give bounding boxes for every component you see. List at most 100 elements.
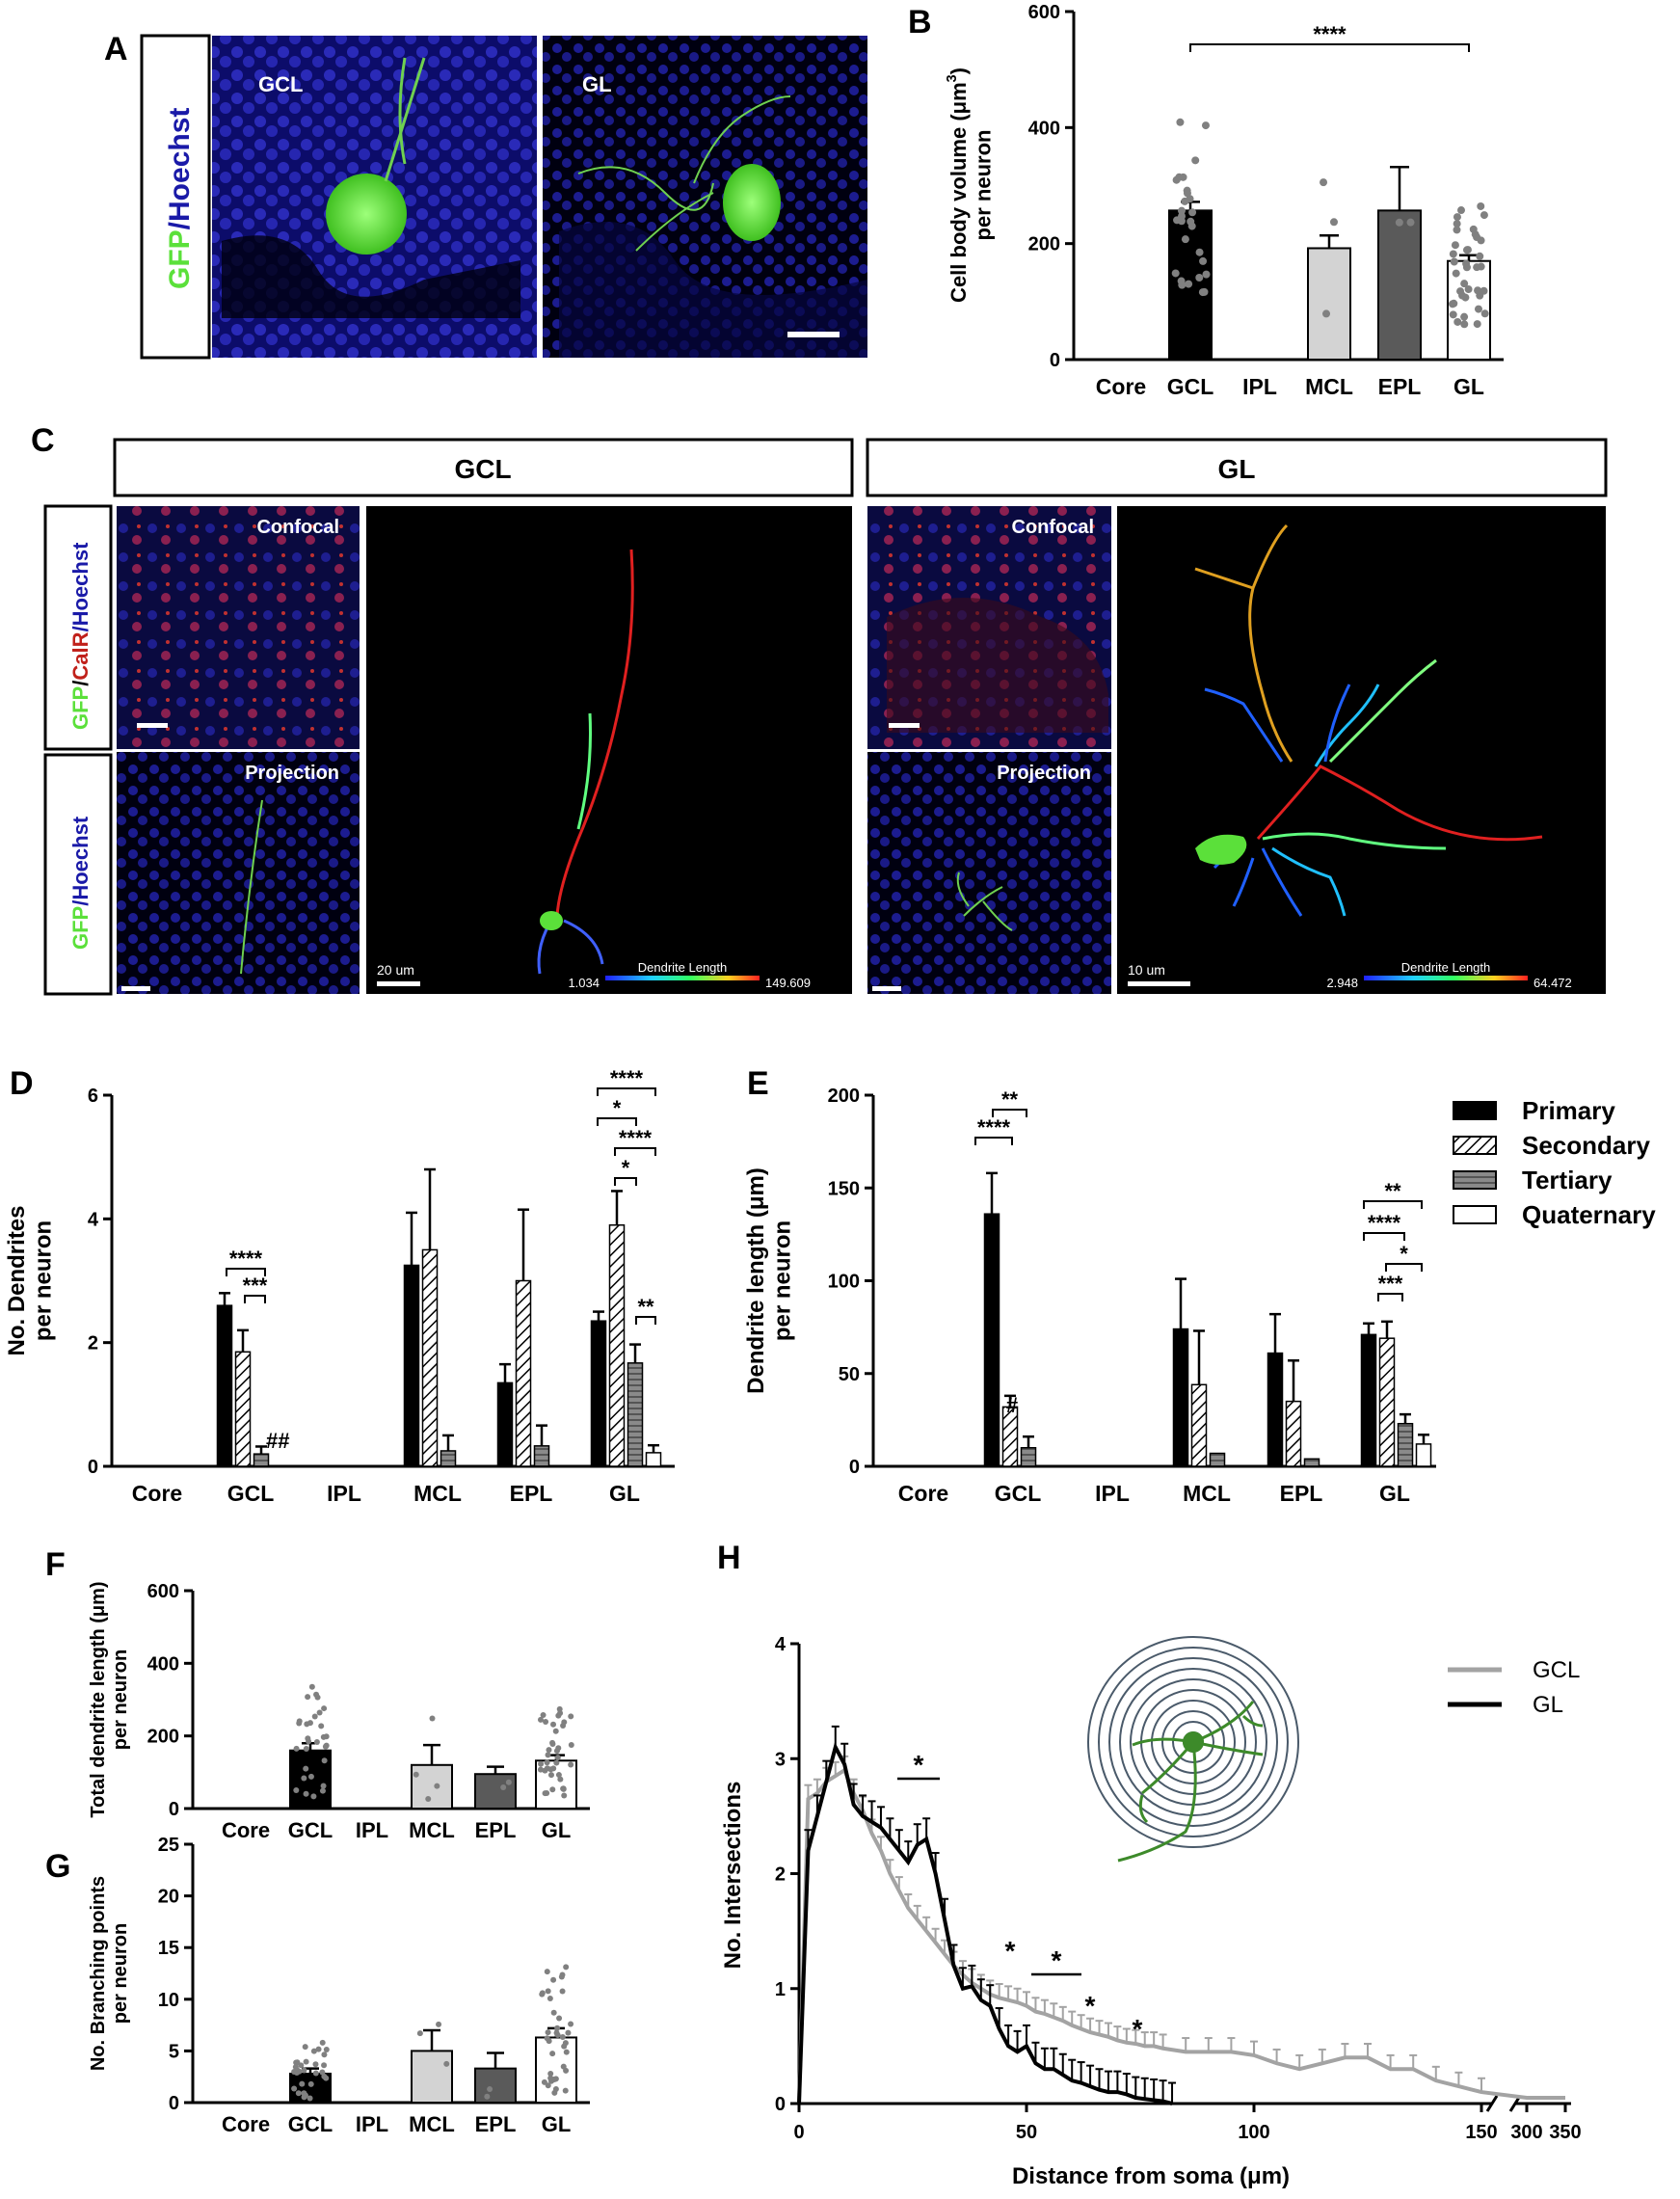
b-data-point [1460, 280, 1469, 288]
legend-label-secondary: Secondary [1522, 1131, 1650, 1160]
b-data-point [1463, 246, 1472, 255]
b-y-label: Cell body volume (μm3)per neuron [945, 67, 995, 303]
f-data-point [568, 1761, 574, 1768]
g-data-point [484, 2093, 491, 2100]
f-data-point [553, 1759, 560, 1766]
b-data-point [1185, 280, 1193, 288]
g-data-point [443, 2060, 450, 2067]
g-x-tick-label: GCL [288, 2112, 333, 2136]
g-data-point [301, 2094, 307, 2101]
f-data-point [561, 1719, 568, 1726]
g-data-point [546, 2038, 552, 2045]
sholl-ring [1161, 1710, 1225, 1774]
b-bar [1307, 247, 1351, 362]
d-bar-tertiary [440, 1450, 457, 1467]
f-data-point [293, 1745, 300, 1752]
d-sig-label: * [622, 1156, 630, 1180]
f-data-point [568, 1713, 574, 1720]
stain-box-top [43, 504, 113, 751]
svg-text:149.609: 149.609 [765, 976, 811, 990]
d-bar-secondary [608, 1224, 626, 1467]
f-data-point [305, 1694, 311, 1701]
b-data-point [1200, 287, 1209, 296]
h-sig-label: * [1133, 2014, 1143, 2044]
image-label-gcl: GCL [258, 72, 303, 96]
g-y-tick-label: 15 [158, 1938, 179, 1959]
f-data-point [555, 1772, 562, 1779]
e-sig-bracket [992, 1109, 1027, 1117]
sholl-ring [1098, 1647, 1289, 1837]
f-data-point [549, 1786, 556, 1793]
e-y-tick-label: 200 [828, 1086, 860, 1107]
b-data-point [1188, 208, 1197, 217]
b-data-point [1179, 173, 1187, 181]
b-data-point [1181, 235, 1189, 244]
sholl-ring [1087, 1636, 1299, 1848]
d-x-tick-label: GL [609, 1481, 640, 1506]
d-x-tick-label: GCL [227, 1481, 275, 1506]
g-y-tick-label: 25 [158, 1835, 179, 1856]
h-x-tick-label: 100 [1238, 2122, 1269, 2143]
b-data-point [1460, 312, 1469, 321]
b-sig-label: **** [1313, 22, 1347, 46]
b-data-point [1191, 156, 1200, 165]
g-data-point [299, 2080, 306, 2087]
f-data-point [545, 1752, 551, 1758]
b-data-point [1320, 178, 1328, 187]
legend-swatch-tertiary [1453, 1170, 1497, 1190]
f-data-point [543, 1718, 549, 1725]
b-data-point [1477, 201, 1485, 210]
d-sig-bracket [226, 1268, 266, 1276]
f-bar [411, 1763, 453, 1810]
f-data-point [568, 1742, 574, 1749]
svg-text:Dendrite Length: Dendrite Length [638, 960, 728, 975]
b-sig-bracket [1189, 43, 1470, 52]
b-data-point [1199, 256, 1208, 265]
b-data-point [1458, 291, 1467, 300]
f-data-point [323, 1742, 330, 1749]
f-data-point [505, 1779, 512, 1785]
g-x-tick-label: IPL [356, 2112, 388, 2136]
f-x-tick-label: GCL [288, 1818, 333, 1842]
f-data-point [318, 1723, 325, 1730]
f-data-point [316, 1709, 323, 1716]
svg-text:Confocal: Confocal [256, 517, 339, 538]
e-x-tick-label: GCL [995, 1481, 1042, 1506]
panel-label-g: G [45, 1848, 70, 1885]
b-data-point [1183, 186, 1191, 195]
g-data-point [562, 2040, 569, 2047]
e-y-tick-label: 0 [849, 1457, 860, 1478]
f-data-point [542, 1767, 548, 1774]
e-sig-label: * [1400, 1242, 1408, 1266]
b-data-point [1471, 230, 1480, 239]
b-data-point [1181, 197, 1189, 205]
h-sig-label: * [914, 1750, 924, 1780]
e-y-tick-label: 150 [828, 1178, 860, 1199]
f-data-point [550, 1721, 557, 1728]
gcl-projection-image: Projection [117, 752, 360, 994]
g-data-point [315, 2046, 322, 2052]
d-bar-secondary [515, 1279, 532, 1467]
panel-c: C GCL GL GFP/CalR/Hoechst GFP/Hoechst Co… [31, 422, 1608, 996]
e-sig-bracket [1385, 1263, 1423, 1272]
legend-label-tertiary: Tertiary [1522, 1166, 1613, 1194]
f-data-point [307, 1773, 314, 1780]
d-sig-label: **** [619, 1126, 653, 1150]
svg-text:2.948: 2.948 [1326, 976, 1358, 990]
image-label-gl: GL [582, 72, 612, 96]
header-box-gl [866, 438, 1608, 497]
f-x-tick-label: MCL [409, 1818, 455, 1842]
f-data-point [547, 1772, 554, 1779]
g-y-tick-label: 10 [158, 1990, 179, 2011]
gl-confocal-image: Confocal [867, 506, 1111, 749]
header-box-gcl [113, 438, 854, 497]
g-data-point [539, 1990, 546, 1997]
f-data-point [547, 1766, 554, 1773]
f-x-tick-label: Core [222, 1818, 270, 1842]
f-data-point [538, 1760, 545, 1767]
b-data-point [1451, 241, 1459, 250]
g-data-point [563, 2049, 570, 2055]
b-data-point [1449, 300, 1457, 308]
g-data-point [487, 2086, 493, 2093]
b-data-point [1201, 121, 1210, 130]
